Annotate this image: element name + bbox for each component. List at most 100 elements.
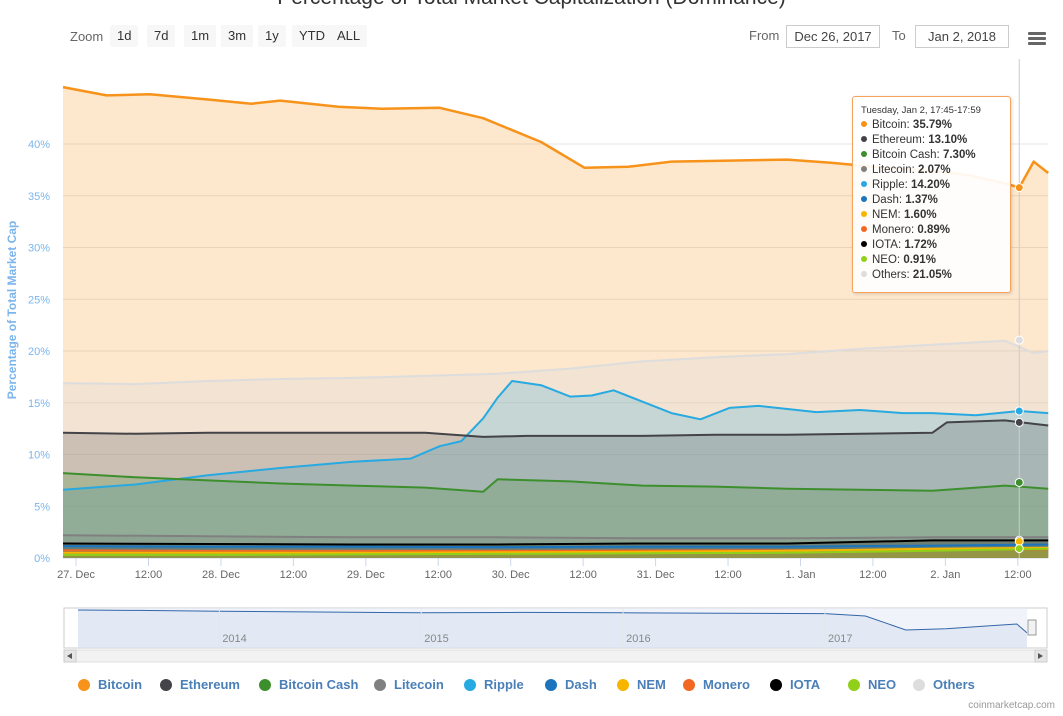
x-tick-label-4: 29. Dec xyxy=(347,569,385,581)
navigator-range xyxy=(78,608,1027,648)
series-line-dash[interactable] xyxy=(62,543,1049,549)
tooltip-series-name: NEM: xyxy=(872,209,904,221)
series-line-bitcoin-cash[interactable] xyxy=(62,472,1049,493)
navigator-handle[interactable] xyxy=(1027,619,1037,636)
tooltip-row-nem: NEM: 1.60% xyxy=(861,208,1010,223)
tooltip-series-name: Others: xyxy=(872,269,913,281)
tooltip-header: Tuesday, Jan 2, 17:45-17:59 xyxy=(861,105,981,116)
legend-item-bitcoin-cash[interactable]: Bitcoin Cash xyxy=(259,677,358,692)
scrollbar-track[interactable] xyxy=(63,649,1048,663)
x-tick-label-6: 30. Dec xyxy=(492,569,530,581)
navigator-area xyxy=(78,610,1027,648)
x-tick-label-7: 12:00 xyxy=(569,569,597,581)
tooltip-series-value: 35.79% xyxy=(912,119,952,131)
legend-label: Bitcoin Cash xyxy=(279,677,359,692)
series-line-litecoin[interactable] xyxy=(62,534,1049,540)
series-line-others[interactable] xyxy=(62,339,1049,386)
tooltip-dot-icon xyxy=(861,135,867,142)
zoom-button-1y[interactable]: 1y xyxy=(258,25,286,47)
area-ethereum xyxy=(63,420,1049,558)
y-tick-label-6: 30% xyxy=(28,243,50,255)
navigator-year-label-0: 2014 xyxy=(222,633,246,645)
legend-item-iota[interactable]: IOTA xyxy=(770,677,820,692)
legend-item-dash[interactable]: Dash xyxy=(545,677,597,692)
zoom-button-all[interactable]: ALL xyxy=(330,25,368,47)
legend-label: Others xyxy=(933,677,975,692)
tooltip-series-name: Ripple: xyxy=(872,179,911,191)
tooltip-row-dash: Dash: 1.37% xyxy=(861,193,1010,208)
tooltip-series-value: 14.20% xyxy=(911,179,951,191)
tooltip-series-name: NEO: xyxy=(872,254,904,266)
navigator-line xyxy=(77,609,1028,634)
area-ripple xyxy=(63,381,1049,558)
legend-dot-icon xyxy=(617,678,629,691)
x-tick-label-0: 27. Dec xyxy=(57,569,95,581)
series-line-neo[interactable] xyxy=(63,547,1049,556)
tooltip-dot-icon xyxy=(861,210,867,217)
legend-item-others[interactable]: Others xyxy=(913,677,975,692)
legend-item-ripple[interactable]: Ripple xyxy=(464,677,524,692)
tooltip-series-value: 13.10% xyxy=(928,134,968,146)
legend-dot-icon xyxy=(374,678,386,691)
y-tick-label-2: 10% xyxy=(28,450,50,462)
hover-marker-bitcoin xyxy=(1014,183,1024,193)
x-tick-label-12: 2. Jan xyxy=(930,569,960,581)
tooltip-series-name: Dash: xyxy=(872,194,906,206)
tooltip-dot-icon xyxy=(861,150,867,157)
series-line-ethereum[interactable] xyxy=(62,419,1049,438)
x-tick-label-1: 12:00 xyxy=(135,569,163,581)
legend-dot-icon xyxy=(683,678,695,691)
legend-item-bitcoin[interactable]: Bitcoin xyxy=(78,677,142,692)
range-from-label: From xyxy=(749,28,780,43)
tooltip-series-name: Ethereum: xyxy=(872,134,929,146)
zoom-button-1m[interactable]: 1m xyxy=(184,25,217,47)
tooltip-row-monero: Monero: 0.89% xyxy=(861,223,1010,238)
x-tick-label-10: 1. Jan xyxy=(785,569,815,581)
tooltip-row-bitcoin: Bitcoin: 35.79% xyxy=(861,118,1010,133)
legend-dot-icon xyxy=(259,678,271,691)
legend-label: Litecoin xyxy=(394,677,444,692)
series-line-ripple[interactable] xyxy=(62,380,1049,491)
tooltip-series-value: 7.30% xyxy=(942,149,976,161)
tooltip-series-value: 1.60% xyxy=(903,209,937,221)
x-tick-label-5: 12:00 xyxy=(424,569,452,581)
scroll-right-arrow-icon xyxy=(1038,653,1043,659)
x-tick-label-8: 31. Dec xyxy=(637,569,675,581)
legend-dot-icon xyxy=(913,678,925,691)
tooltip-series-value: 0.91% xyxy=(903,254,936,266)
tooltip-row-litecoin: Litecoin: 2.07% xyxy=(861,163,1010,178)
y-tick-label-8: 40% xyxy=(28,139,50,151)
zoom-button-7d[interactable]: 7d xyxy=(147,25,176,47)
tooltip-series-value: 2.07% xyxy=(918,164,951,176)
legend-item-monero[interactable]: Monero xyxy=(683,677,750,692)
area-bitcoin xyxy=(63,87,1049,558)
navigator-year-label-2: 2016 xyxy=(626,633,650,645)
range-to-input[interactable]: Jan 2, 2018 xyxy=(915,25,1009,48)
y-tick-label-1: 5% xyxy=(34,501,50,513)
legend-label: Bitcoin xyxy=(98,677,143,692)
tooltip-series-name: Bitcoin Cash: xyxy=(872,149,943,161)
legend-label: Ethereum xyxy=(180,677,240,692)
zoom-button-3m[interactable]: 3m xyxy=(221,25,254,47)
tooltip-row-ethereum: Ethereum: 13.10% xyxy=(861,133,1010,148)
legend-item-litecoin[interactable]: Litecoin xyxy=(374,677,444,692)
area-neo xyxy=(63,548,1049,558)
zoom-button-1d[interactable]: 1d xyxy=(110,25,139,47)
range-to-label: To xyxy=(892,28,906,43)
tooltip-series-value: 0.89% xyxy=(917,224,950,236)
zoom-button-ytd[interactable]: YTD xyxy=(292,25,332,47)
y-axis-label: Percentage of Total Market Cap xyxy=(5,221,19,400)
range-from-input[interactable]: Dec 26, 2017 xyxy=(786,25,880,48)
legend-dot-icon xyxy=(770,678,782,691)
series-line-iota[interactable] xyxy=(62,539,1049,546)
series-line-nem[interactable] xyxy=(63,546,1049,554)
legend-item-nem[interactable]: NEM xyxy=(617,677,666,692)
legend-item-ethereum[interactable]: Ethereum xyxy=(160,677,240,692)
chart-menu-icon[interactable] xyxy=(1028,32,1046,46)
navigator-year-label-3: 2017 xyxy=(828,633,852,645)
legend-item-neo[interactable]: NEO xyxy=(848,677,896,692)
legend-label: NEM xyxy=(637,677,666,692)
credit-link[interactable]: coinmarketcap.com xyxy=(968,700,1055,711)
x-tick-label-11: 12:00 xyxy=(859,569,887,581)
